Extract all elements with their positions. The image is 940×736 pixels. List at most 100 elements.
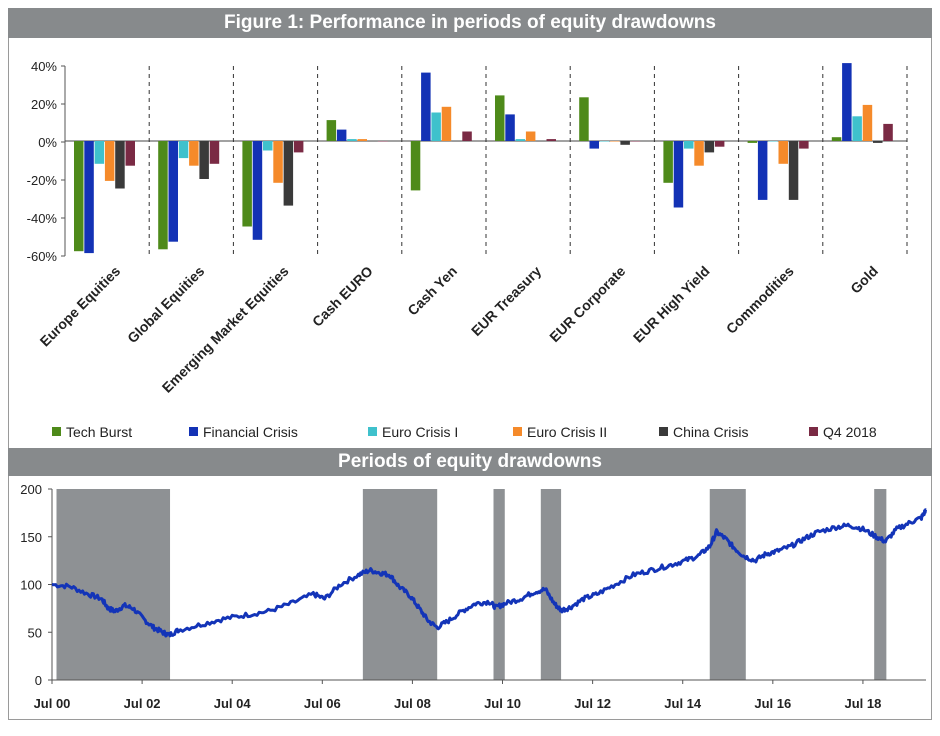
bar xyxy=(252,141,263,240)
bar-y-tick-label: -60% xyxy=(27,249,58,264)
bar xyxy=(158,141,168,250)
bar xyxy=(378,141,388,142)
legend-swatch xyxy=(659,427,668,436)
bar xyxy=(831,137,842,141)
bar xyxy=(367,141,378,142)
bar-y-tick-label: -40% xyxy=(27,211,58,226)
line-y-tick-label: 200 xyxy=(20,482,42,497)
bar xyxy=(168,141,178,242)
drawdown-period xyxy=(362,489,438,680)
bar xyxy=(410,141,421,191)
legend-label: Euro Crisis I xyxy=(382,424,458,440)
bar xyxy=(768,141,778,142)
drawdown-period xyxy=(874,489,887,680)
bar-y-tick-label: 40% xyxy=(31,59,57,74)
legend-label: Financial Crisis xyxy=(203,424,298,440)
legend-swatch xyxy=(52,427,61,436)
bar xyxy=(495,95,505,141)
bar xyxy=(357,139,367,141)
bar xyxy=(610,141,620,142)
line-x-tick-label: Jul 04 xyxy=(214,696,252,711)
bar xyxy=(431,112,441,141)
bar xyxy=(273,141,283,183)
line-x-tick-label: Jul 18 xyxy=(844,696,881,711)
bar xyxy=(505,114,515,141)
bar xyxy=(747,141,758,143)
bar xyxy=(336,129,347,141)
bar xyxy=(515,139,526,141)
line-x-tick-label: Jul 12 xyxy=(574,696,611,711)
bar xyxy=(704,141,715,153)
line-x-tick-label: Jul 02 xyxy=(124,696,161,711)
bar xyxy=(694,141,704,166)
category-label: Europe Equities xyxy=(37,263,124,350)
bar xyxy=(178,141,189,159)
bar xyxy=(589,141,599,149)
legend-label: Q4 2018 xyxy=(823,424,877,440)
bar xyxy=(579,97,589,141)
bar xyxy=(852,116,862,141)
bar xyxy=(620,141,630,145)
bar xyxy=(242,141,252,227)
bar xyxy=(788,141,799,200)
line-x-tick-label: Jul 08 xyxy=(394,696,431,711)
bar xyxy=(842,63,852,141)
bar xyxy=(421,72,431,141)
drawdown-period xyxy=(709,489,746,680)
bar xyxy=(663,141,673,183)
category-label: EUR Corporate xyxy=(546,263,628,345)
bar xyxy=(862,104,873,141)
bar xyxy=(125,141,135,166)
bar xyxy=(778,141,788,164)
line-x-tick-label: Jul 10 xyxy=(484,696,521,711)
line-y-tick-label: 150 xyxy=(20,530,42,545)
category-label: Cash EURO xyxy=(309,263,376,330)
line-x-tick-label: Jul 00 xyxy=(34,696,71,711)
category-label: Gold xyxy=(847,263,881,297)
index-series-line xyxy=(51,508,927,638)
bar xyxy=(873,141,883,143)
bar xyxy=(199,141,209,179)
bar xyxy=(883,123,893,141)
bar xyxy=(115,141,125,189)
category-label: Global Equities xyxy=(124,263,208,347)
bar xyxy=(347,139,357,141)
bar xyxy=(104,141,115,181)
legend-swatch xyxy=(368,427,377,436)
bar xyxy=(263,141,273,151)
bar-y-tick-label: -20% xyxy=(27,173,58,188)
bar xyxy=(209,141,220,164)
category-label: Commodities xyxy=(723,263,797,337)
category-label: Cash Yen xyxy=(404,263,460,319)
bar xyxy=(799,141,809,149)
bar xyxy=(94,141,105,164)
bar xyxy=(441,106,452,141)
category-label: EUR Treasury xyxy=(468,263,544,339)
bar xyxy=(757,141,768,200)
bar-chart-title: Figure 1: Performance in periods of equi… xyxy=(8,8,932,38)
drawdown-period xyxy=(56,489,171,680)
bar xyxy=(84,141,94,254)
bar xyxy=(546,139,556,141)
bar xyxy=(536,141,546,142)
drawdown-period xyxy=(493,489,505,680)
category-label: EUR High Yield xyxy=(630,263,713,346)
line-y-tick-label: 100 xyxy=(20,578,42,593)
legend-swatch xyxy=(513,427,522,436)
line-chart-title: Periods of equity drawdowns xyxy=(8,448,932,476)
legend-label: Tech Burst xyxy=(66,424,132,440)
line-x-tick-label: Jul 14 xyxy=(664,696,702,711)
bar xyxy=(326,120,337,141)
legend-swatch xyxy=(189,427,198,436)
drawdown-period xyxy=(540,489,562,680)
bar-y-tick-label: 0% xyxy=(38,135,57,150)
bar xyxy=(599,141,610,142)
line-x-tick-label: Jul 16 xyxy=(754,696,791,711)
bar xyxy=(74,141,84,252)
bar xyxy=(189,141,199,166)
legend-swatch xyxy=(809,427,818,436)
bar xyxy=(452,141,462,142)
legend-label: China Crisis xyxy=(673,424,748,440)
bar-y-tick-label: 20% xyxy=(31,97,57,112)
